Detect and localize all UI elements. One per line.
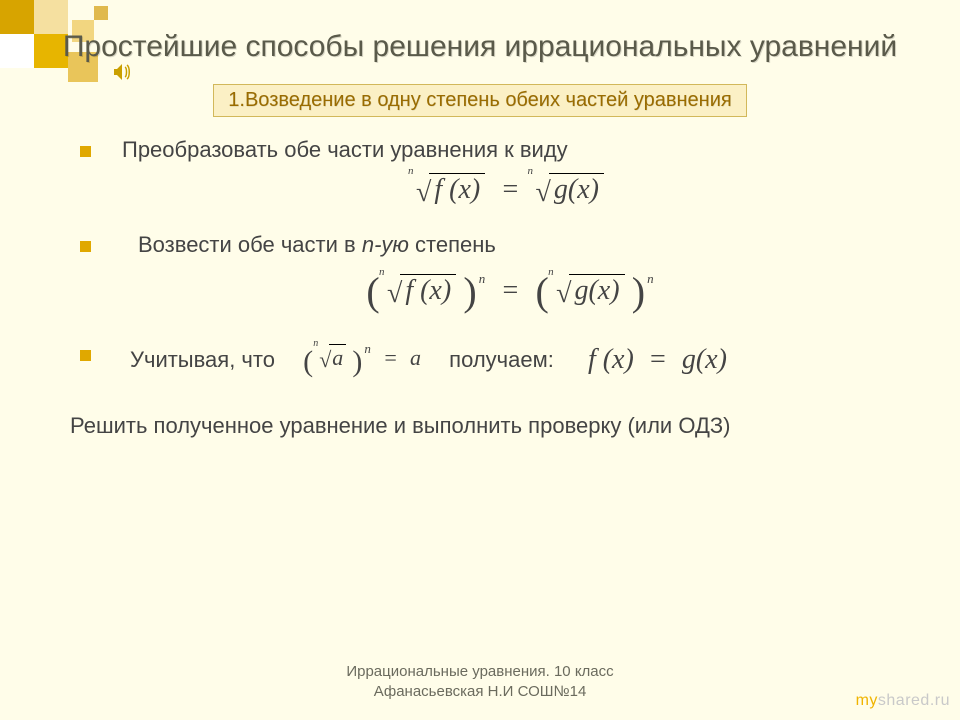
bullet-3: Учитывая, что ( n √a )n = a получаем: f … [110,341,910,379]
speaker-icon [112,62,134,87]
bullet-2: Возвести обе части в n-ую степень ( n √f… [110,232,910,315]
formula-2: ( n √f (x) )n = ( n √g(x) )n [110,268,910,315]
bullet-list: Преобразовать обе части уравнения к виду… [40,137,920,379]
bullet-3-post: получаем: [449,347,554,373]
method-subtitle: 1.Возведение в одну степень обеих частей… [213,84,746,117]
conclusion-text: Решить полученное уравнение и выполнить … [70,413,920,439]
watermark: myshared.ru [856,692,950,710]
bullet-2-text: Возвести обе части в n-ую степень [110,232,496,257]
footer-line-2: Афанасьевская Н.И СОШ№14 [0,682,960,702]
slide: Простейшие способы решения иррациональны… [0,0,960,720]
formula-3b: f (x) = g(x) [588,344,727,376]
footer: Иррациональные уравнения. 10 класс Афана… [0,662,960,703]
bullet-3-pre: Учитывая, что [110,347,275,373]
footer-line-1: Иррациональные уравнения. 10 класс [0,662,960,682]
slide-title: Простейшие способы решения иррациональны… [40,28,920,66]
bullet-1: Преобразовать обе части уравнения к виду… [110,137,910,206]
formula-3a: ( n √a )n = a [303,341,421,379]
formula-1: n √f (x) = n √g(x) [110,173,910,206]
bullet-1-text: Преобразовать обе части уравнения к виду [110,137,568,162]
